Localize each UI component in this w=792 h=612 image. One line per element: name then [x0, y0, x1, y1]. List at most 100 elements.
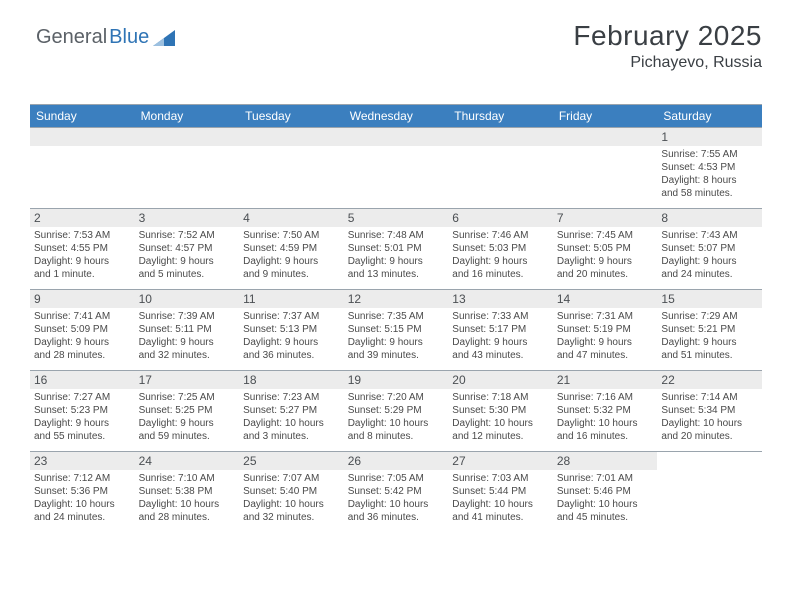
- detail-line: Sunset: 5:07 PM: [661, 243, 758, 256]
- day-number: 2: [30, 209, 135, 227]
- day-number: 13: [448, 290, 553, 308]
- detail-line: and 32 minutes.: [139, 350, 236, 363]
- day-details: Sunrise: 7:48 AMSunset: 5:01 PMDaylight:…: [344, 227, 449, 287]
- day-number: 9: [30, 290, 135, 308]
- detail-line: Daylight: 10 hours: [243, 418, 340, 431]
- detail-line: Daylight: 9 hours: [139, 418, 236, 431]
- day-number: 6: [448, 209, 553, 227]
- day-number: 21: [553, 371, 658, 389]
- day-number: [135, 128, 240, 146]
- detail-line: Daylight: 9 hours: [661, 337, 758, 350]
- detail-line: Sunrise: 7:37 AM: [243, 311, 340, 324]
- day-number: 25: [239, 452, 344, 470]
- week-row: 23Sunrise: 7:12 AMSunset: 5:36 PMDayligh…: [30, 451, 762, 532]
- detail-line: and 20 minutes.: [661, 431, 758, 444]
- detail-line: Sunrise: 7:23 AM: [243, 392, 340, 405]
- detail-line: and 47 minutes.: [557, 350, 654, 363]
- detail-line: Sunset: 4:59 PM: [243, 243, 340, 256]
- day-number: 26: [344, 452, 449, 470]
- detail-line: Sunset: 5:40 PM: [243, 486, 340, 499]
- detail-line: Sunrise: 7:45 AM: [557, 230, 654, 243]
- detail-line: Sunset: 4:55 PM: [34, 243, 131, 256]
- day-cell: 14Sunrise: 7:31 AMSunset: 5:19 PMDayligh…: [553, 290, 658, 370]
- detail-line: Daylight: 10 hours: [557, 418, 654, 431]
- day-number: 12: [344, 290, 449, 308]
- day-cell: 16Sunrise: 7:27 AMSunset: 5:23 PMDayligh…: [30, 371, 135, 451]
- calendar-grid: SundayMondayTuesdayWednesdayThursdayFrid…: [30, 104, 762, 532]
- detail-line: and 32 minutes.: [243, 512, 340, 525]
- detail-line: Sunrise: 7:18 AM: [452, 392, 549, 405]
- day-details: Sunrise: 7:53 AMSunset: 4:55 PMDaylight:…: [30, 227, 135, 287]
- detail-line: Sunset: 5:29 PM: [348, 405, 445, 418]
- detail-line: Daylight: 10 hours: [661, 418, 758, 431]
- week-row: 9Sunrise: 7:41 AMSunset: 5:09 PMDaylight…: [30, 289, 762, 370]
- logo-word-1: General: [36, 26, 107, 49]
- day-number: 7: [553, 209, 658, 227]
- detail-line: and 36 minutes.: [348, 512, 445, 525]
- detail-line: Daylight: 9 hours: [139, 337, 236, 350]
- detail-line: Sunset: 5:30 PM: [452, 405, 549, 418]
- day-number: 11: [239, 290, 344, 308]
- day-details: Sunrise: 7:03 AMSunset: 5:44 PMDaylight:…: [448, 470, 553, 530]
- detail-line: and 39 minutes.: [348, 350, 445, 363]
- detail-line: Sunset: 5:21 PM: [661, 324, 758, 337]
- weekday-header: Tuesday: [239, 105, 344, 127]
- detail-line: and 1 minute.: [34, 269, 131, 282]
- detail-line: Sunset: 5:42 PM: [348, 486, 445, 499]
- day-cell-blank: [239, 128, 344, 208]
- day-number: [30, 128, 135, 146]
- calendar-page: General Blue February 2025 Pichayevo, Ru…: [0, 0, 792, 612]
- day-number: 10: [135, 290, 240, 308]
- detail-line: Sunrise: 7:50 AM: [243, 230, 340, 243]
- day-number: 18: [239, 371, 344, 389]
- detail-line: and 3 minutes.: [243, 431, 340, 444]
- detail-line: Daylight: 9 hours: [34, 418, 131, 431]
- month-title: February 2025: [573, 20, 762, 52]
- day-cell-blank: [135, 128, 240, 208]
- day-number: 1: [657, 128, 762, 146]
- day-details: Sunrise: 7:37 AMSunset: 5:13 PMDaylight:…: [239, 308, 344, 368]
- brand-logo: General Blue: [36, 26, 175, 49]
- detail-line: Sunrise: 7:14 AM: [661, 392, 758, 405]
- weekday-header: Wednesday: [344, 105, 449, 127]
- detail-line: Daylight: 10 hours: [348, 418, 445, 431]
- detail-line: and 59 minutes.: [139, 431, 236, 444]
- day-details: Sunrise: 7:55 AMSunset: 4:53 PMDaylight:…: [657, 146, 762, 206]
- detail-line: Sunset: 5:15 PM: [348, 324, 445, 337]
- detail-line: Daylight: 10 hours: [452, 418, 549, 431]
- detail-line: Sunset: 5:09 PM: [34, 324, 131, 337]
- day-details: Sunrise: 7:41 AMSunset: 5:09 PMDaylight:…: [30, 308, 135, 368]
- detail-line: Sunset: 4:53 PM: [661, 162, 758, 175]
- day-cell: 10Sunrise: 7:39 AMSunset: 5:11 PMDayligh…: [135, 290, 240, 370]
- detail-line: Sunrise: 7:48 AM: [348, 230, 445, 243]
- day-cell: 4Sunrise: 7:50 AMSunset: 4:59 PMDaylight…: [239, 209, 344, 289]
- day-cell: 11Sunrise: 7:37 AMSunset: 5:13 PMDayligh…: [239, 290, 344, 370]
- day-cell: 3Sunrise: 7:52 AMSunset: 4:57 PMDaylight…: [135, 209, 240, 289]
- detail-line: Sunset: 5:03 PM: [452, 243, 549, 256]
- detail-line: and 24 minutes.: [34, 512, 131, 525]
- detail-line: Daylight: 9 hours: [557, 337, 654, 350]
- day-details: Sunrise: 7:29 AMSunset: 5:21 PMDaylight:…: [657, 308, 762, 368]
- day-details: Sunrise: 7:10 AMSunset: 5:38 PMDaylight:…: [135, 470, 240, 530]
- detail-line: Sunrise: 7:41 AM: [34, 311, 131, 324]
- day-cell: 15Sunrise: 7:29 AMSunset: 5:21 PMDayligh…: [657, 290, 762, 370]
- detail-line: and 20 minutes.: [557, 269, 654, 282]
- weekday-header-row: SundayMondayTuesdayWednesdayThursdayFrid…: [30, 105, 762, 127]
- detail-line: Sunset: 5:36 PM: [34, 486, 131, 499]
- detail-line: Sunset: 5:23 PM: [34, 405, 131, 418]
- detail-line: Daylight: 9 hours: [452, 256, 549, 269]
- detail-line: Sunset: 5:17 PM: [452, 324, 549, 337]
- day-details: Sunrise: 7:01 AMSunset: 5:46 PMDaylight:…: [553, 470, 658, 530]
- day-cell: 23Sunrise: 7:12 AMSunset: 5:36 PMDayligh…: [30, 452, 135, 532]
- detail-line: Sunrise: 7:53 AM: [34, 230, 131, 243]
- detail-line: Daylight: 10 hours: [139, 499, 236, 512]
- detail-line: Sunset: 5:01 PM: [348, 243, 445, 256]
- logo-triangle-icon: [153, 30, 175, 46]
- day-cell: 5Sunrise: 7:48 AMSunset: 5:01 PMDaylight…: [344, 209, 449, 289]
- detail-line: Sunrise: 7:55 AM: [661, 149, 758, 162]
- day-cell: 13Sunrise: 7:33 AMSunset: 5:17 PMDayligh…: [448, 290, 553, 370]
- day-number: 5: [344, 209, 449, 227]
- detail-line: Sunset: 5:32 PM: [557, 405, 654, 418]
- title-block: February 2025 Pichayevo, Russia: [573, 20, 762, 72]
- day-cell-blank: [553, 128, 658, 208]
